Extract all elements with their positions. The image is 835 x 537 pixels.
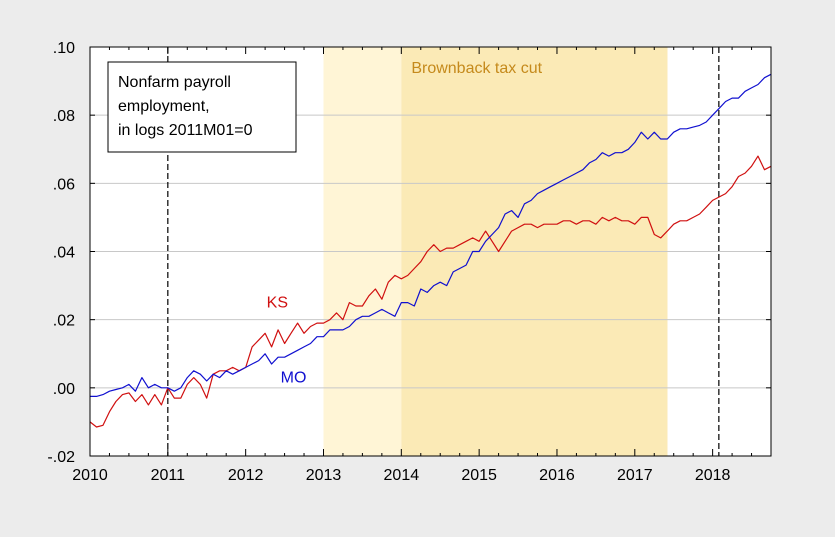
- y-tick-label: .00: [53, 381, 75, 398]
- y-tick-label: .04: [53, 245, 75, 262]
- series-line-ks: [89, 155, 772, 428]
- x-tick-label: 2012: [228, 467, 264, 484]
- y-tick-label: .06: [53, 176, 75, 193]
- series-label-mo: MO: [281, 370, 307, 387]
- series-line-mo: [90, 73, 772, 397]
- x-tick-label: 2013: [306, 467, 342, 484]
- legend-text-line-3: in logs 2011M01=0: [118, 122, 253, 139]
- legend-box: Nonfarm payroll employment, in logs 2011…: [107, 61, 297, 153]
- y-tick-label: .10: [53, 40, 75, 57]
- legend-text-line-2: employment,: [118, 98, 210, 115]
- y-tick-label: .02: [53, 313, 75, 330]
- annotations: Brownback tax cut KS MO: [267, 60, 543, 387]
- x-tick-label: 2016: [539, 467, 575, 484]
- shaded-region-label: Brownback tax cut: [411, 60, 542, 77]
- y-tick-label: .08: [53, 108, 75, 125]
- legend-frame: [107, 61, 297, 153]
- x-tick-label: 2017: [617, 467, 653, 484]
- series-lines: [89, 73, 772, 428]
- series-label-ks: KS: [267, 295, 288, 312]
- x-tick-label: 2018: [695, 467, 731, 484]
- x-tick-label: 2014: [384, 467, 420, 484]
- y-tick-label: -.02: [47, 449, 75, 466]
- x-tick-label: 2015: [461, 467, 497, 484]
- x-tick-label: 2011: [151, 467, 186, 484]
- x-tick-label: 2010: [72, 467, 108, 484]
- legend-text-line-1: Nonfarm payroll: [118, 74, 231, 91]
- axes: -.02 .00 .02 .04 .06 .08 .10 2010 2011 2012 2013 20…: [47, 40, 772, 484]
